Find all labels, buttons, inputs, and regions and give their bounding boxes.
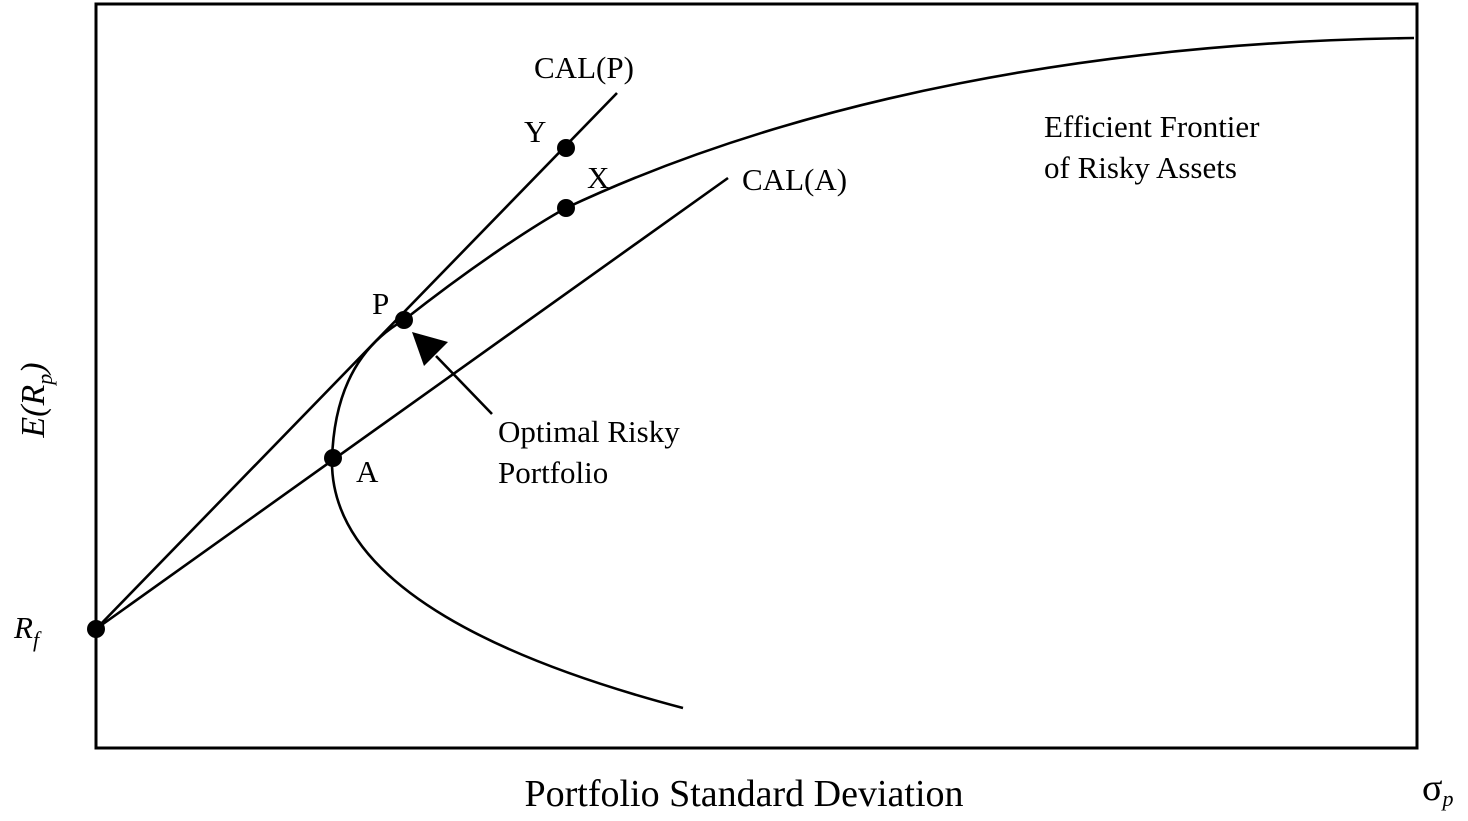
point-p-label: P xyxy=(372,286,389,321)
y-axis-title-sub: p xyxy=(32,374,57,387)
point-p xyxy=(395,311,413,329)
x-axis-title: Portfolio Standard Deviation xyxy=(524,773,963,815)
risk-free-label-main: R xyxy=(13,610,33,645)
y-axis-title-main: E(R xyxy=(15,385,52,439)
frontier-label-line2: of Risky Assets xyxy=(1044,150,1237,185)
cal-a-line xyxy=(96,178,728,629)
point-y xyxy=(557,139,575,157)
point-x-label: X xyxy=(587,160,609,195)
point-rf xyxy=(87,620,105,638)
x-axis-symbol-main: σ xyxy=(1422,767,1442,809)
frontier-label-line1: Efficient Frontier xyxy=(1044,109,1260,144)
cal-p-label: CAL(P) xyxy=(534,50,634,85)
optimal-arrow-shaft xyxy=(436,356,492,414)
risk-free-label: Rf xyxy=(13,610,42,652)
x-axis-symbol-sub: p xyxy=(1440,786,1453,811)
point-x xyxy=(557,199,575,217)
cal-p-line xyxy=(96,93,617,629)
x-axis-symbol: σp xyxy=(1422,767,1453,811)
y-axis-title-close: ) xyxy=(15,362,52,375)
cal-a-label: CAL(A) xyxy=(742,162,847,197)
optimal-label-line2: Portfolio xyxy=(498,455,608,490)
point-a xyxy=(324,449,342,467)
optimal-arrow-head xyxy=(412,332,448,366)
risk-free-label-sub: f xyxy=(33,627,42,652)
point-a-label: A xyxy=(356,454,379,489)
point-y-label: Y xyxy=(524,114,546,149)
y-axis-title: E(Rp) xyxy=(15,362,57,438)
optimal-label-line1: Optimal Risky xyxy=(498,414,680,449)
